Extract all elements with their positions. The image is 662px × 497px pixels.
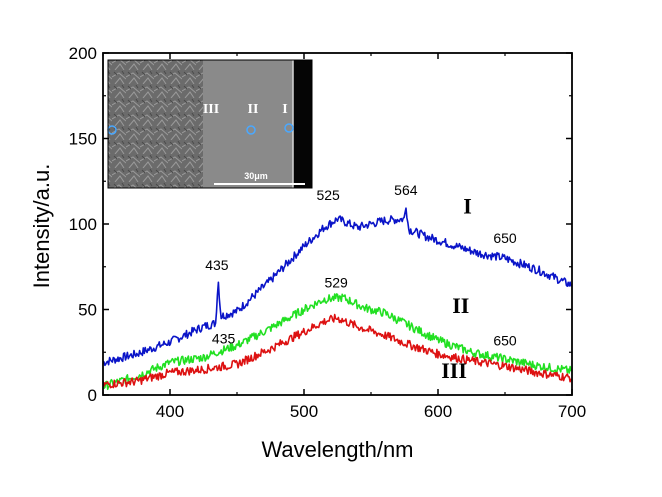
series-label-iii: III [441,358,467,383]
y-tick-label: 100 [69,215,97,234]
series-line-iii [103,313,572,389]
peak-annotation: 564 [394,182,418,198]
inset-dark-edge [293,60,312,188]
peak-annotation: 650 [493,230,517,246]
y-tick-label: 50 [78,301,97,320]
inset-marker-label: I [282,102,287,117]
inset-smooth-region [203,60,293,188]
inset-marker-label: III [203,102,219,117]
inset-marker-label: II [248,102,259,117]
y-axis-title: Intensity/a.u. [29,164,54,289]
y-tick-label: 200 [69,44,97,63]
x-tick-label: 500 [290,402,318,421]
inset-measurement-point [246,125,256,135]
series-label-i: I [463,194,472,219]
series-line-ii [103,293,572,391]
axes: 400 500 600 700 0 50 100 150 200 Wavelength/nm Int… [29,44,586,462]
series-line-i [103,207,572,367]
y-tick-label: 0 [88,386,97,405]
x-axis-title: Wavelength/nm [261,437,413,462]
peak-annotation: 435 [212,331,236,347]
peak-annotation: 525 [316,187,340,203]
inset-frame [107,59,313,189]
peak-annotation: 529 [324,274,348,290]
x-tick-label: 400 [156,402,184,421]
inset-scale-label: 30μm [244,171,268,181]
series-label-ii: II [452,293,469,318]
x-tick-label: 600 [424,402,452,421]
x-tick-label: 700 [558,402,586,421]
peak-annotation: 650 [493,332,517,348]
y-tick-label: 150 [69,130,97,149]
peak-annotation: 435 [205,257,229,273]
inset-measurement-point [284,123,294,133]
plot-area [103,207,572,391]
